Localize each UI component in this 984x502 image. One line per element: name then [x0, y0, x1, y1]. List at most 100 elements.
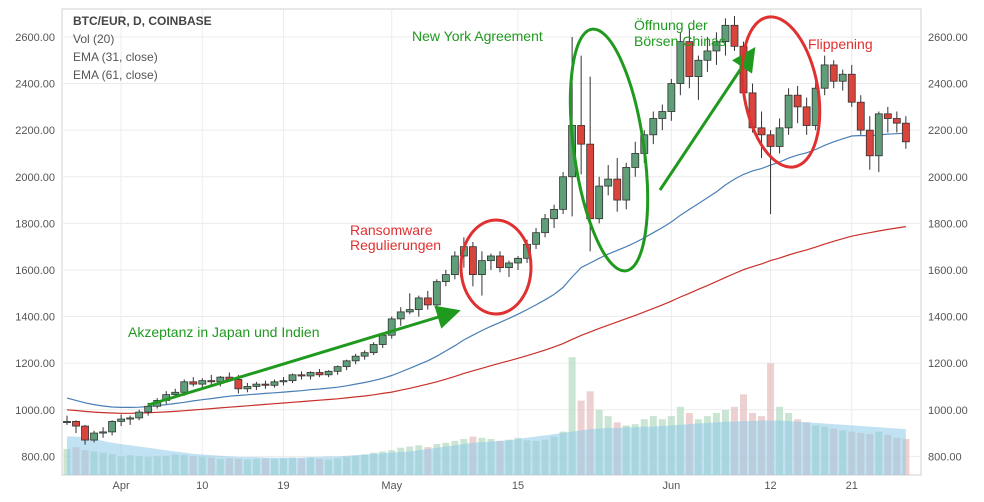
candle [730, 15, 739, 51]
candle-body [135, 411, 144, 419]
x-tick-label: Apr [113, 480, 130, 492]
candle [703, 36, 712, 72]
candle [721, 18, 730, 56]
candle [793, 85, 802, 124]
candle [297, 371, 306, 380]
candle-body [270, 381, 279, 386]
candle-body [324, 370, 333, 376]
annotation-regulierungen: Regulierungen [350, 237, 441, 253]
annotation-flippening: Flippening [808, 36, 873, 52]
candle-body [342, 360, 351, 368]
candle [784, 88, 793, 135]
candle-body [829, 64, 838, 82]
candle-body [180, 381, 189, 393]
candle [892, 111, 901, 133]
candle [72, 420, 80, 434]
candle [838, 69, 847, 91]
candle [333, 365, 342, 375]
candle-body [261, 383, 270, 386]
ema31-line [66, 132, 906, 408]
candle [865, 116, 874, 170]
candle [874, 111, 883, 173]
candle-body [721, 24, 730, 43]
candle-body [838, 73, 847, 82]
candle-body [892, 118, 901, 124]
candle [117, 414, 126, 427]
candle-body [883, 113, 892, 119]
candle-body [676, 41, 685, 84]
annotation-arrows [147, 47, 756, 407]
x-tick-label: 21 [846, 480, 858, 492]
candle [405, 293, 414, 315]
candle-body [144, 405, 153, 413]
y-tick-label-left: 1400.00 [15, 312, 55, 324]
candle-body [63, 421, 71, 423]
annotation-china-line1: Öffnung der [634, 16, 708, 33]
candle-body [712, 41, 721, 52]
candle-body [189, 381, 198, 385]
candle-body [315, 372, 324, 376]
ellipse-new-york [568, 27, 650, 273]
candle [126, 415, 135, 425]
legend-symbol: BTC/EUR, D, COINBASE [73, 14, 212, 28]
candle-body [99, 431, 107, 434]
candle-body [649, 118, 658, 136]
x-tick-label: 19 [277, 480, 289, 492]
candle [81, 424, 89, 445]
candle-body [450, 255, 459, 276]
candle-body [802, 106, 811, 126]
candle-body [360, 352, 369, 357]
candle [541, 214, 549, 238]
candle-body [505, 262, 513, 269]
candle-body [559, 176, 567, 210]
y-axis-right: 800.00 1000.00 1200.00 1400.00 1600.00 1800.0… [928, 32, 968, 463]
annotation-ellipses [459, 15, 822, 316]
x-tick-label: May [381, 480, 402, 492]
candle-body [793, 94, 802, 108]
candle-body [631, 153, 640, 168]
candle [342, 359, 351, 371]
candle [577, 55, 586, 175]
candle-body [685, 41, 694, 77]
candle-body [378, 334, 387, 345]
legend-ema31: EMA (31, close) [73, 50, 158, 64]
candle [288, 373, 297, 383]
candle-body [766, 134, 775, 147]
candle-body [333, 366, 342, 372]
candle-body [243, 386, 252, 390]
candle [450, 251, 459, 280]
annotation-texts: Akzeptanz in Japan und Indien Ransomware… [128, 16, 873, 340]
candle [802, 97, 811, 135]
volume-bar [568, 357, 576, 475]
candle-body [72, 421, 80, 427]
candle [135, 409, 144, 421]
candle [108, 420, 116, 436]
candle [532, 228, 540, 249]
candle [667, 78, 676, 121]
candle-body [117, 418, 126, 422]
candle-body [198, 380, 207, 385]
candle [829, 60, 838, 89]
candle-body [532, 232, 540, 245]
candle-body [423, 297, 432, 306]
candle [505, 260, 513, 277]
candle-body [694, 59, 703, 77]
ellipse-ransomware [459, 218, 533, 316]
candle [468, 242, 477, 287]
y-tick-label-left: 2200.00 [15, 125, 55, 137]
x-axis: Apr 10 19 May 15 Jun 12 21 [113, 480, 858, 492]
y-tick-label-left: 1000.00 [15, 405, 55, 417]
y-tick-label-left: 1200.00 [15, 358, 55, 370]
candle [90, 430, 98, 443]
candle-body [613, 178, 622, 201]
candle [396, 307, 405, 326]
candle [207, 374, 216, 386]
volume-average-area [67, 420, 906, 475]
y-tick-label-right: 1000.00 [928, 405, 968, 417]
candle [360, 350, 369, 360]
candle-body [405, 309, 414, 313]
candle-body [496, 255, 504, 269]
x-tick-label: 10 [196, 480, 208, 492]
